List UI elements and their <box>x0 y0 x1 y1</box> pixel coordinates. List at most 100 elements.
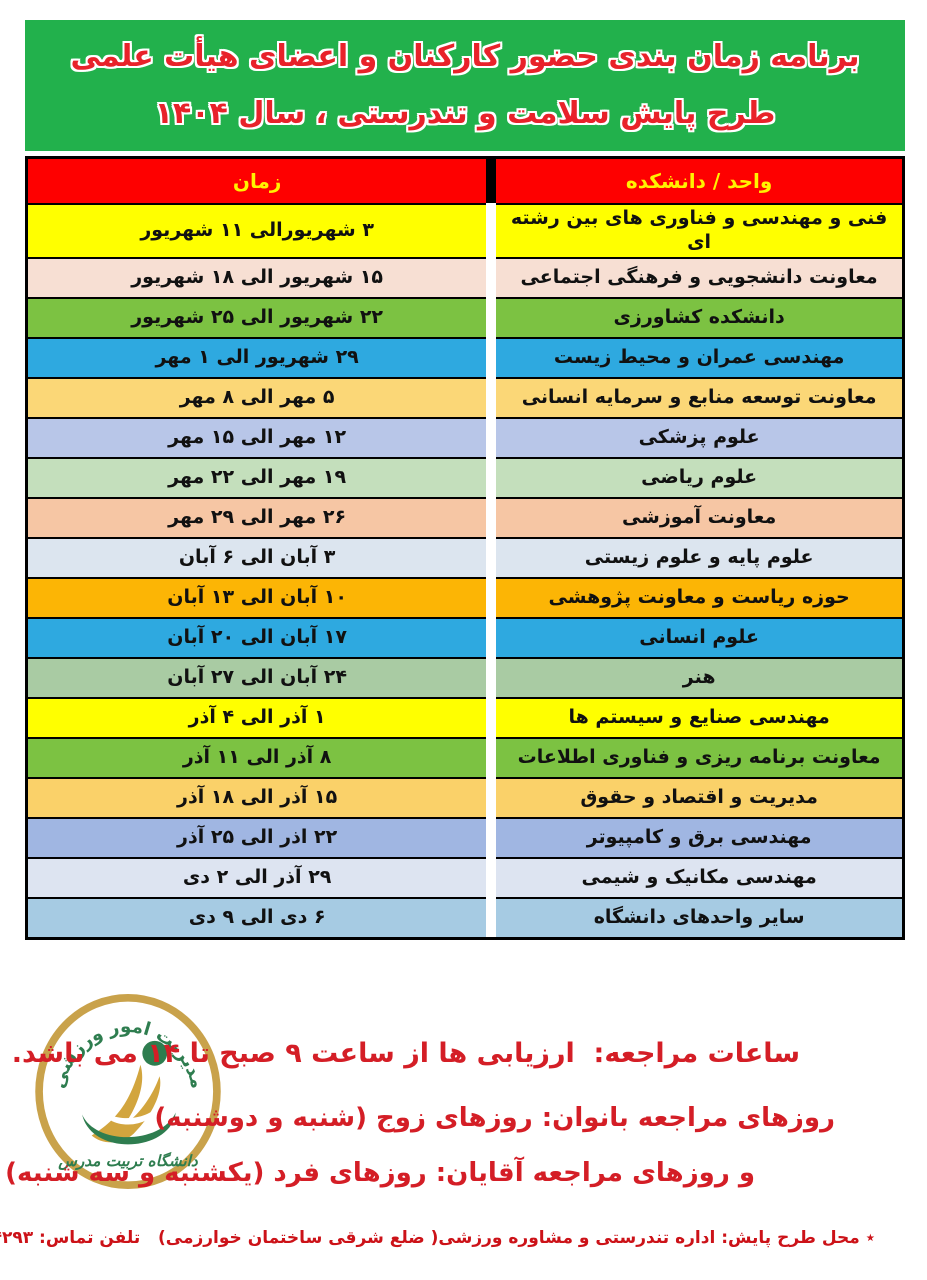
unit-label: علوم پزشکی <box>638 425 760 448</box>
column-gap <box>486 656 497 697</box>
time-cell: ۲۹ آذر الی ۲ دی <box>28 856 487 897</box>
column-gap <box>486 376 497 417</box>
column-gap <box>486 416 497 457</box>
poster-title-line2: طرح پایش سلامت و تندرستی ، سال ۱۴۰۴ <box>154 96 776 132</box>
table-row: معاونت توسعه منابع و سرمایه انسانی ۵ مهر… <box>28 376 902 417</box>
table-row: علوم پایه و علوم زیستی ۳ آبان الی ۶ آبان <box>28 536 902 577</box>
column-gap <box>486 456 497 497</box>
column-gap <box>486 296 497 337</box>
time-label: ۲۶ مهر الی ۲۹ مهر <box>168 505 347 528</box>
time-cell: ۱۹ مهر الی ۲۲ مهر <box>28 456 487 497</box>
logo-graphic: مدیریت امور ورزشی دانشگاه تربیت مدرس <box>35 994 221 1190</box>
table-row: معاونت آموزشی ۲۶ مهر الی ۲۹ مهر <box>28 496 902 537</box>
column-gap <box>486 816 497 857</box>
column-gap <box>486 256 497 297</box>
schedule-table: واحد / دانشکده زمان فنی و مهندسی و فناور… <box>25 156 905 940</box>
table-row: سایر واحدهای دانشگاه ۶ دی الی ۹ دی <box>28 896 902 937</box>
table-row: مدیریت و اقتصاد و حقوق ۱۵ آذر الی ۱۸ آذر <box>28 776 902 817</box>
time-label: ۱۹ مهر الی ۲۲ مهر <box>168 465 347 488</box>
time-cell: ۳ آبان الی ۶ آبان <box>28 536 487 577</box>
unit-label: معاونت آموزشی <box>621 505 777 528</box>
time-label: ۱۰ آبان الی ۱۳ آبان <box>167 585 347 608</box>
unit-label: دانشکده کشاورزی <box>613 305 785 328</box>
column-gap <box>486 776 497 817</box>
unit-cell: هنر <box>496 656 902 697</box>
unit-cell: معاونت توسعه منابع و سرمایه انسانی <box>496 376 902 417</box>
logo-base-arc <box>82 1112 176 1145</box>
unit-cell: مدیریت و اقتصاد و حقوق <box>496 776 902 817</box>
unit-cell: معاونت آموزشی <box>496 496 902 537</box>
poster-title-line1: برنامه زمان بندی حضور کارکنان و اعضای هی… <box>70 38 860 74</box>
time-cell: ۲۹ شهریور الی ۱ مهر <box>28 336 487 377</box>
unit-cell: حوزه ریاست و معاونت پژوهشی <box>496 576 902 617</box>
unit-cell: علوم انسانی <box>496 616 902 657</box>
time-label: ۲۹ آذر الی ۲ دی <box>182 865 332 888</box>
note-women-days: روزهای مراجعه بانوان: روزهای زوج (شنبه و… <box>154 1103 835 1133</box>
column-gap <box>486 616 497 657</box>
unit-label: علوم انسانی <box>639 625 759 648</box>
header-column-divider <box>486 159 497 203</box>
unit-label: مهندسی برق و کامپیوتر <box>586 825 812 848</box>
unit-label: سایر واحدهای دانشگاه <box>593 905 805 928</box>
time-label: ۱ آذر الی ۴ آذر <box>188 705 326 728</box>
time-cell: ۱۵ آذر الی ۱۸ آذر <box>28 776 487 817</box>
time-cell: ۲۶ مهر الی ۲۹ مهر <box>28 496 487 537</box>
column-gap <box>486 536 497 577</box>
unit-label: مهندسی مکانیک و شیمی <box>581 865 817 888</box>
unit-cell: علوم ریاضی <box>496 456 902 497</box>
column-gap <box>486 696 497 737</box>
time-label: ۶ دی الی ۹ دی <box>188 905 326 928</box>
time-cell: ۲۲ اذر الی ۲۵ آذر <box>28 816 487 857</box>
logo-figure-body <box>91 1064 161 1143</box>
note-men-days: و روزهای مراجعه آقایان: روزهای فرد (یکشن… <box>5 1158 755 1188</box>
unit-cell: معاونت برنامه ریزی و فناوری اطلاعات <box>496 736 902 777</box>
time-cell: ۸ آذر الی ۱۱ آذر <box>28 736 487 777</box>
table-row: مهندسی عمران و محیط زیست ۲۹ شهریور الی ۱… <box>28 336 902 377</box>
unit-label: حوزه ریاست و معاونت پژوهشی <box>548 585 850 608</box>
time-header-cell: زمان <box>28 159 487 203</box>
unit-cell: مهندسی مکانیک و شیمی <box>496 856 902 897</box>
column-gap <box>486 736 497 777</box>
table-row: مهندسی برق و کامپیوتر ۲۲ اذر الی ۲۵ آذر <box>28 816 902 857</box>
time-label: ۳ شهریورالی ۱۱ شهریور <box>140 218 374 241</box>
note-visit-hours: ساعات مراجعه: ارزیابی ها از ساعت ۹ صبح ت… <box>11 1038 800 1069</box>
column-gap <box>486 896 497 937</box>
unit-label: فنی و مهندسی و فناوری های بین رشته ای <box>510 207 888 253</box>
unit-label: علوم ریاضی <box>641 465 758 488</box>
time-cell: ۱ آذر الی ۴ آذر <box>28 696 487 737</box>
time-cell: ۱۵ شهریور الی ۱۸ شهریور <box>28 256 487 297</box>
unit-cell: دانشکده کشاورزی <box>496 296 902 337</box>
time-cell: ۲۴ آبان الی ۲۷ آبان <box>28 656 487 697</box>
unit-label: مهندسی عمران و محیط زیست <box>553 345 845 368</box>
unit-label: مهندسی صنایع و سیستم ها <box>568 705 830 728</box>
time-label: ۱۲ مهر الی ۱۵ مهر <box>168 425 347 448</box>
table-row: علوم پزشکی ۱۲ مهر الی ۱۵ مهر <box>28 416 902 457</box>
unit-cell: مهندسی برق و کامپیوتر <box>496 816 902 857</box>
time-cell: ۵ مهر الی ۸ مهر <box>28 376 487 417</box>
time-label: ۳ آبان الی ۶ آبان <box>178 545 336 568</box>
column-gap <box>486 856 497 897</box>
unit-label: علوم پایه و علوم زیستی <box>584 545 814 568</box>
table-header-row: واحد / دانشکده زمان <box>28 159 902 203</box>
table-row: حوزه ریاست و معاونت پژوهشی ۱۰ آبان الی ۱… <box>28 576 902 617</box>
unit-header-cell: واحد / دانشکده <box>496 159 902 203</box>
title-banner: برنامه زمان بندی حضور کارکنان و اعضای هی… <box>25 20 905 151</box>
time-label: ۲۲ اذر الی ۲۵ آذر <box>177 825 338 848</box>
table-body: فنی و مهندسی و فناوری های بین رشته ای ۳ … <box>28 203 902 937</box>
location-phone-footnote: ٭ محل طرح پایش: اداره تندرستی و مشاوره و… <box>0 1228 875 1248</box>
table-row: دانشکده کشاورزی ۲۲ شهریور الی ۲۵ شهریور <box>28 296 902 337</box>
time-cell: ۱۰ آبان الی ۱۳ آبان <box>28 576 487 617</box>
table-row: مهندسی مکانیک و شیمی ۲۹ آذر الی ۲ دی <box>28 856 902 897</box>
column-gap <box>486 576 497 617</box>
unit-label: معاونت دانشجویی و فرهنگی اجتماعی <box>520 265 878 288</box>
table-row: معاونت برنامه ریزی و فناوری اطلاعات ۸ آذ… <box>28 736 902 777</box>
time-label: ۲۹ شهریور الی ۱ مهر <box>155 345 359 368</box>
time-cell: ۲۲ شهریور الی ۲۵ شهریور <box>28 296 487 337</box>
unit-label: هنر <box>682 665 716 688</box>
unit-cell: مهندسی عمران و محیط زیست <box>496 336 902 377</box>
university-sports-logo: مدیریت امور ورزشی دانشگاه تربیت مدرس <box>32 994 224 1190</box>
table-row: مهندسی صنایع و سیستم ها ۱ آذر الی ۴ آذر <box>28 696 902 737</box>
unit-cell: علوم پایه و علوم زیستی <box>496 536 902 577</box>
time-cell: ۳ شهریورالی ۱۱ شهریور <box>28 203 487 257</box>
unit-cell: معاونت دانشجویی و فرهنگی اجتماعی <box>496 256 902 297</box>
